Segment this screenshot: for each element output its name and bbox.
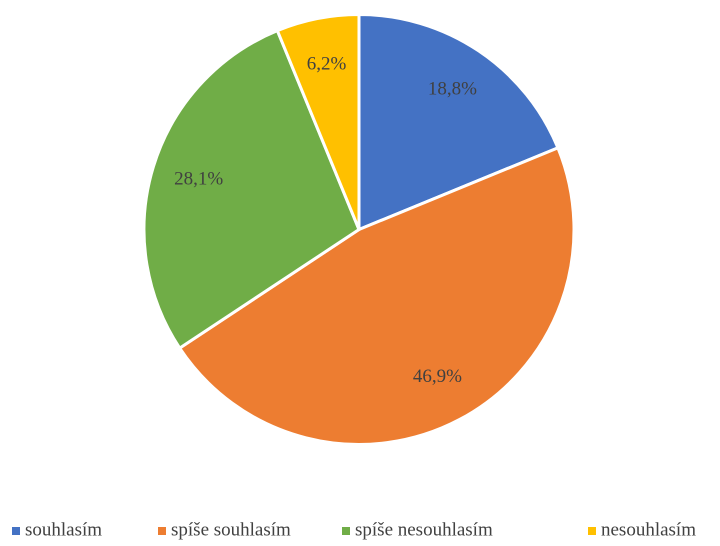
legend-marker — [588, 527, 596, 535]
legend-marker — [158, 527, 166, 535]
legend-marker — [342, 527, 350, 535]
legend-label: nesouhlasím — [601, 519, 696, 540]
pie-slice — [177, 145, 576, 446]
data-label: 46,9% — [413, 366, 462, 387]
legend-label: spíše souhlasím — [171, 519, 291, 540]
pie-slice — [275, 12, 361, 231]
pie-slice — [357, 12, 560, 232]
data-label: 18,8% — [428, 79, 477, 100]
legend-label: spíše nesouhlasím — [355, 519, 493, 540]
legend-label: souhlasím — [25, 519, 102, 540]
data-label: 6,2% — [307, 53, 347, 74]
pie-slice — [142, 28, 361, 351]
data-label: 28,1% — [174, 169, 223, 190]
legend-marker — [12, 527, 20, 535]
